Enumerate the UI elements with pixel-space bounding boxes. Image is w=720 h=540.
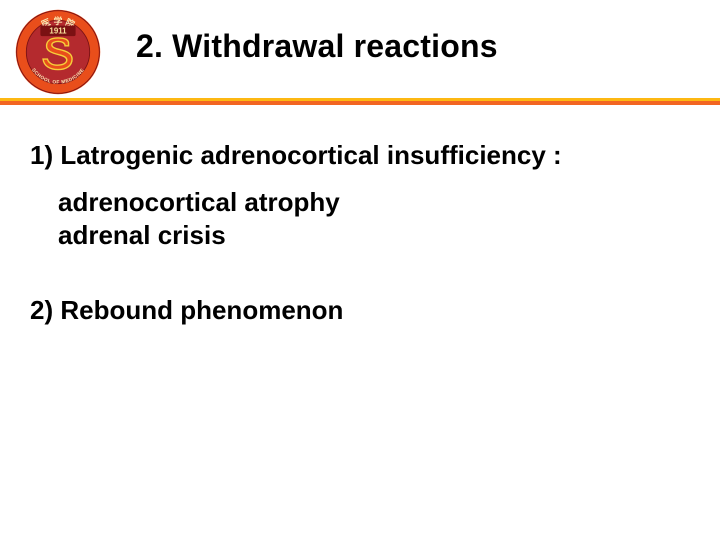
- item-1-heading: 1) Latrogenic adrenocortical insufficien…: [30, 140, 690, 171]
- slide: 医 学 院 SCHOOL OF MEDICINE 1911 2. Withdra…: [0, 0, 720, 540]
- item-1-sub-2: adrenal crisis: [58, 220, 690, 251]
- content-area: 1) Latrogenic adrenocortical insufficien…: [30, 140, 690, 326]
- svg-text:1911: 1911: [49, 27, 67, 36]
- item-1-sub-1: adrenocortical atrophy: [58, 187, 690, 218]
- university-seal-logo: 医 学 院 SCHOOL OF MEDICINE 1911: [14, 8, 102, 96]
- header: 医 学 院 SCHOOL OF MEDICINE 1911 2. Withdra…: [0, 0, 720, 110]
- item-2-heading: 2) Rebound phenomenon: [30, 295, 690, 326]
- divider-bottom: [0, 101, 720, 105]
- slide-title: 2. Withdrawal reactions: [136, 28, 498, 65]
